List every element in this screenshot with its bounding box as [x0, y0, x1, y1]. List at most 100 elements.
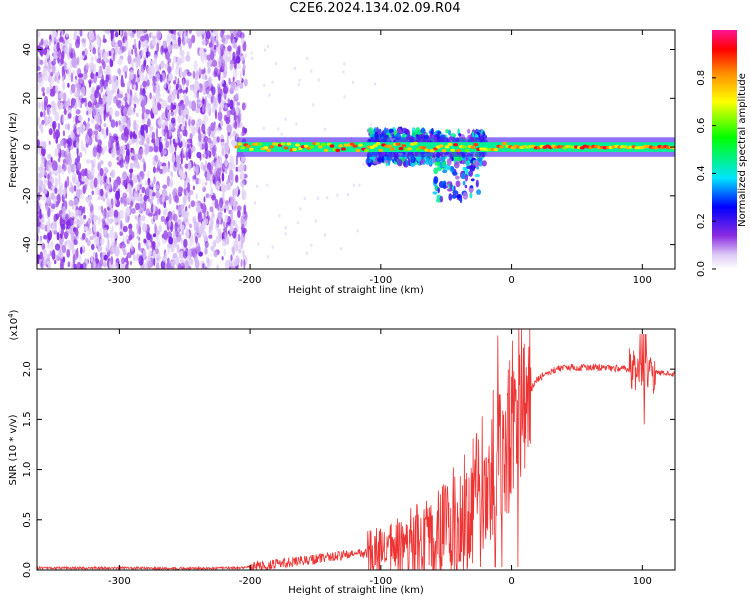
noise-speckle — [211, 37, 216, 46]
noise-speckle — [72, 116, 76, 122]
noise-speckle — [219, 218, 221, 224]
noise-speckle — [67, 137, 73, 147]
noise-speckle — [142, 158, 145, 164]
noise-speckle — [193, 165, 196, 172]
noise-speckle — [195, 30, 201, 35]
noise-speckle — [110, 169, 116, 179]
spread-speckle — [462, 180, 466, 186]
noise-speckle — [166, 33, 172, 45]
noise-speckle — [62, 81, 66, 91]
noise-speckle — [63, 60, 67, 71]
noise-speckle — [81, 232, 86, 240]
spread-speckle — [368, 127, 374, 134]
noise-speckle — [91, 118, 94, 125]
carrier-core — [338, 144, 343, 148]
noise-speckle — [113, 146, 117, 157]
noise-speckle — [221, 147, 225, 157]
noise-speckle — [217, 228, 222, 237]
noise-speckle — [55, 254, 58, 260]
noise-speckle — [186, 38, 191, 44]
noise-speckle — [87, 169, 91, 180]
noise-speckle — [238, 241, 243, 251]
noise-speckle — [98, 97, 104, 105]
noise-speckle — [65, 42, 68, 47]
noise-speckle — [232, 188, 235, 198]
noise-speckle — [150, 59, 156, 66]
sparse-dot — [339, 247, 342, 251]
noise-speckle — [115, 138, 119, 147]
noise-speckle — [138, 225, 141, 235]
noise-speckle — [232, 240, 236, 248]
noise-speckle — [191, 145, 196, 153]
noise-speckle — [57, 100, 61, 108]
spread-speckle — [462, 166, 467, 171]
noise-speckle — [152, 160, 157, 166]
noise-speckle — [66, 176, 70, 187]
noise-speckle — [37, 31, 41, 38]
noise-speckle — [146, 137, 150, 145]
noise-speckle — [103, 34, 106, 44]
noise-speckle — [216, 136, 220, 143]
noise-speckle — [43, 178, 46, 186]
noise-speckle — [176, 160, 181, 170]
sparse-dot — [268, 93, 271, 97]
noise-speckle — [234, 120, 238, 130]
noise-speckle — [90, 159, 94, 164]
noise-speckle — [240, 171, 245, 181]
carrier-core — [318, 145, 323, 149]
noise-speckle — [229, 224, 234, 235]
spread-speckle — [373, 160, 379, 165]
noise-speckle — [80, 124, 84, 134]
noise-speckle — [47, 164, 52, 172]
noise-speckle — [102, 61, 106, 70]
noise-speckle — [138, 255, 144, 266]
noise-speckle — [114, 31, 119, 38]
noise-speckle — [78, 254, 82, 261]
noise-speckle — [147, 118, 151, 128]
noise-speckle — [153, 53, 157, 60]
noise-speckle — [232, 219, 236, 227]
noise-speckle — [162, 165, 167, 173]
snr-x-tick-label: -100 — [369, 576, 392, 587]
noise-speckle — [195, 235, 198, 244]
noise-speckle — [54, 170, 58, 177]
noise-speckle — [119, 209, 124, 220]
noise-speckle — [126, 252, 132, 259]
noise-speckle — [224, 200, 229, 206]
noise-speckle — [221, 75, 224, 85]
noise-speckle — [47, 61, 51, 73]
noise-speckle — [187, 72, 192, 77]
noise-speckle — [211, 212, 216, 219]
noise-speckle — [119, 220, 122, 225]
noise-speckle — [124, 39, 128, 47]
noise-speckle — [236, 101, 241, 106]
noise-speckle — [53, 230, 58, 235]
noise-speckle — [146, 79, 150, 87]
sparse-dot — [267, 255, 269, 259]
noise-speckle — [172, 55, 178, 64]
noise-speckle — [162, 40, 168, 49]
noise-speckle — [215, 223, 219, 232]
noise-speckle — [191, 119, 196, 126]
noise-speckle — [187, 250, 193, 261]
spread-speckle — [455, 180, 461, 188]
spread-speckle — [397, 159, 403, 167]
spread-speckle — [377, 157, 383, 163]
noise-speckle — [40, 167, 45, 178]
noise-speckle — [188, 204, 191, 209]
noise-speckle — [201, 220, 206, 229]
spread-speckle — [434, 186, 438, 191]
noise-speckle — [49, 250, 52, 256]
noise-speckle — [99, 65, 102, 72]
noise-speckle — [98, 57, 102, 64]
noise-speckle — [197, 212, 202, 223]
carrier-core — [237, 142, 243, 146]
carrier-core — [329, 144, 335, 148]
noise-speckle — [102, 227, 108, 238]
noise-speckle — [54, 187, 58, 194]
noise-speckle — [55, 129, 60, 139]
noise-speckle — [123, 65, 128, 74]
noise-speckle — [168, 30, 174, 34]
noise-speckle — [81, 50, 85, 56]
noise-speckle — [128, 194, 131, 200]
